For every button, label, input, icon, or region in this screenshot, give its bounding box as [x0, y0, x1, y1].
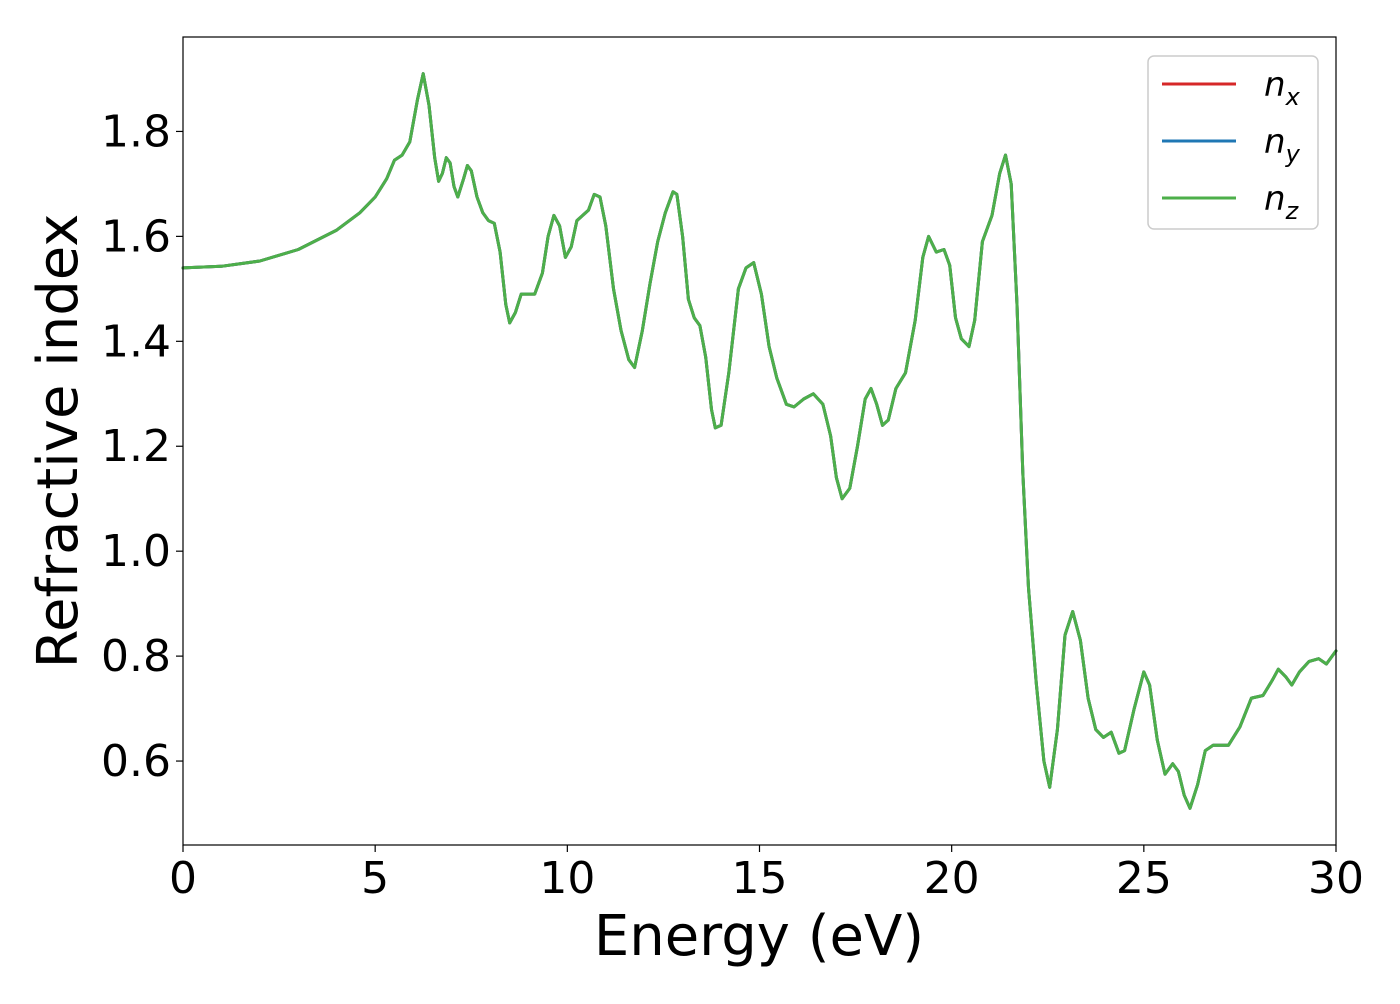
- x-axis-ticks: 0 5 10 15 20 25 30: [169, 845, 1364, 904]
- x-tick-label: 5: [361, 853, 389, 904]
- y-axis-ticks: 0.6 0.8 1.0 1.2 1.4 1.6 1.8: [101, 106, 183, 787]
- y-tick-label: 0.6: [101, 736, 171, 787]
- series-line-nz: [181, 72, 1338, 810]
- x-tick-label: 30: [1308, 853, 1364, 904]
- y-axis-label: Refractive index: [26, 214, 91, 669]
- x-tick-label: 0: [169, 853, 197, 904]
- x-tick-label: 25: [1116, 853, 1172, 904]
- y-tick-label: 1.6: [101, 211, 171, 262]
- y-tick-label: 0.8: [101, 631, 171, 682]
- x-tick-label: 10: [539, 853, 595, 904]
- legend-label-ny: ny: [1264, 122, 1301, 168]
- legend: nx ny nz: [1147, 55, 1319, 230]
- x-axis-label: Energy (eV): [594, 904, 924, 969]
- x-tick-label: 20: [924, 853, 980, 904]
- y-tick-label: 1.8: [101, 106, 171, 157]
- y-tick-label: 1.0: [101, 526, 171, 577]
- y-tick-label: 1.4: [101, 316, 171, 367]
- series-lines: [181, 72, 1338, 810]
- y-tick-label: 1.2: [101, 421, 171, 472]
- legend-label-nx: nx: [1264, 65, 1301, 111]
- x-tick-label: 15: [732, 853, 788, 904]
- legend-label-nz: nz: [1264, 179, 1300, 225]
